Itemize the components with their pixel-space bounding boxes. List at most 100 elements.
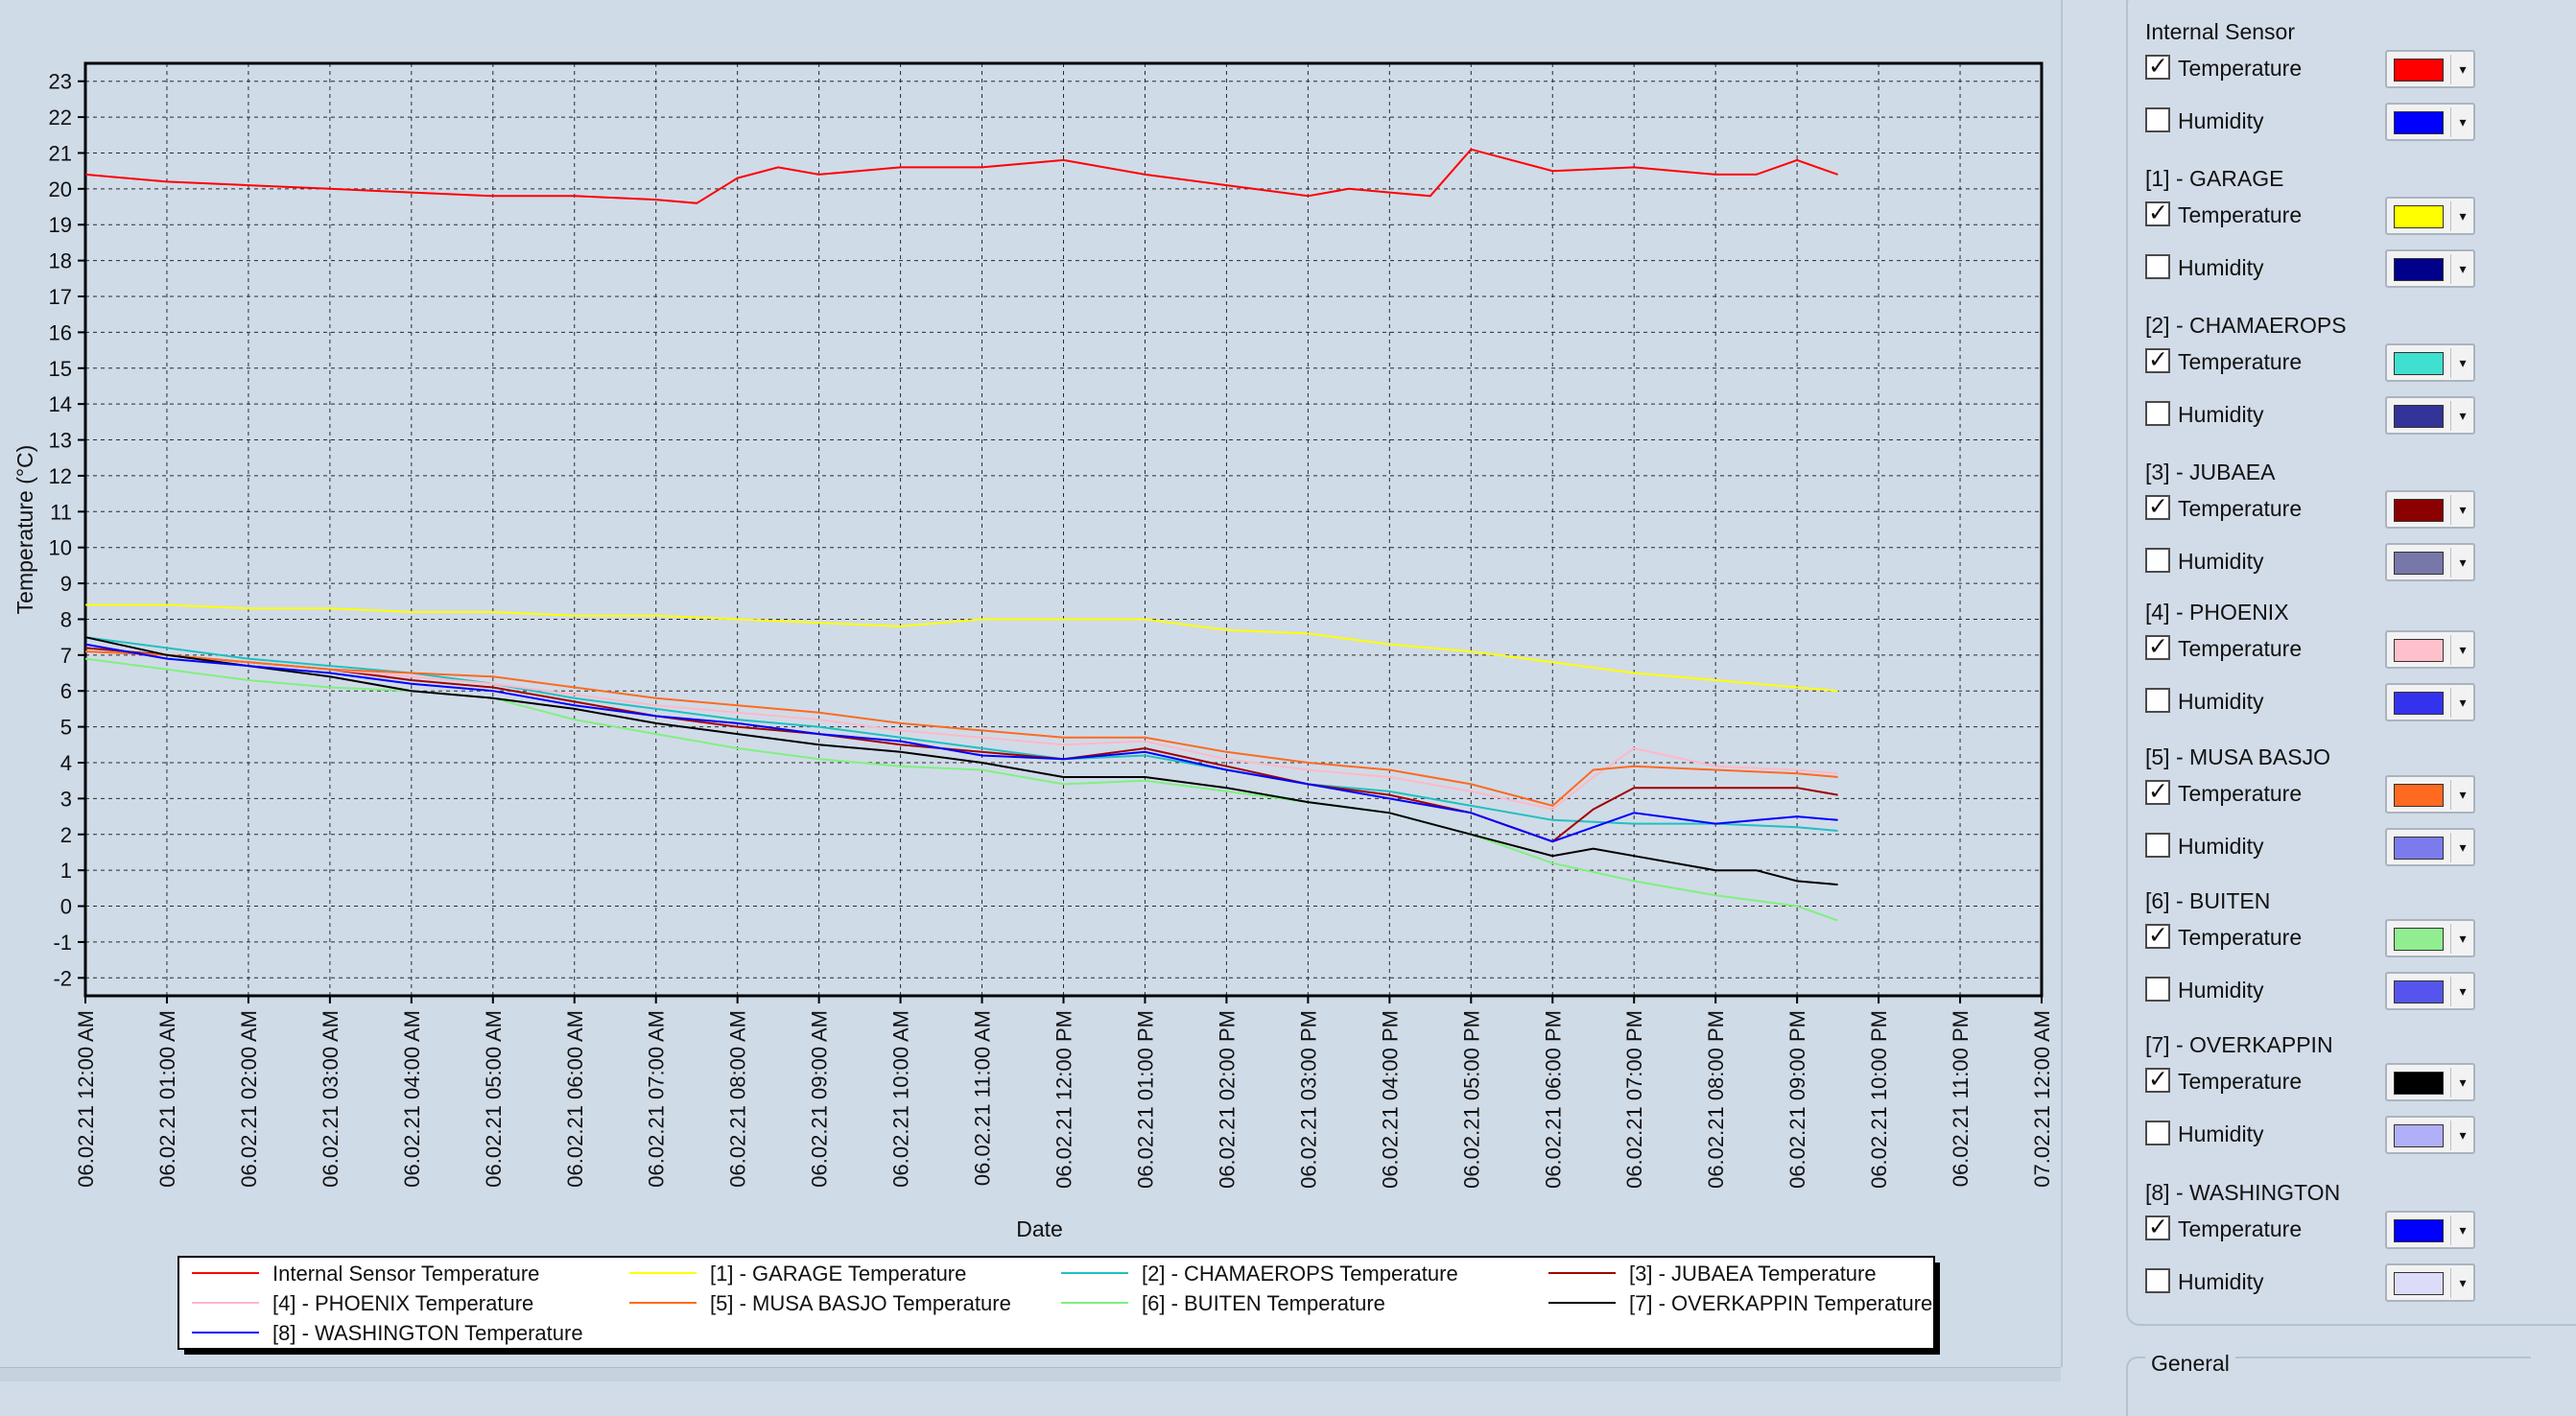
- temperature-label: Temperature: [2178, 636, 2303, 661]
- humidity-checkbox-row[interactable]: Humidity: [2145, 106, 2491, 137]
- temperature-label: Temperature: [2178, 1216, 2303, 1241]
- legend-label: Internal Sensor Temperature: [272, 1262, 539, 1286]
- humidity-color-picker[interactable]: ▾: [2385, 1263, 2475, 1302]
- chevron-down-icon[interactable]: ▾: [2459, 643, 2467, 658]
- temperature-color-picker[interactable]: ▾: [2385, 630, 2475, 669]
- humidity-color-picker[interactable]: ▾: [2385, 683, 2475, 721]
- humidity-color-picker[interactable]: ▾: [2385, 1116, 2475, 1154]
- chevron-down-icon[interactable]: ▾: [2459, 555, 2467, 571]
- humidity-checkbox[interactable]: [2145, 833, 2170, 858]
- chevron-down-icon[interactable]: ▾: [2459, 209, 2467, 224]
- humidity-checkbox[interactable]: [2145, 1121, 2170, 1145]
- dropdown-separator: [2450, 201, 2451, 231]
- chevron-down-icon[interactable]: ▾: [2459, 696, 2467, 711]
- chevron-down-icon[interactable]: ▾: [2459, 62, 2467, 78]
- temperature-checkbox-row[interactable]: ✓ Temperature: [2145, 199, 2491, 231]
- chevron-down-icon[interactable]: ▾: [2459, 1223, 2467, 1239]
- x-tick-label: 06.02.21 09:00 PM: [1785, 1010, 1809, 1189]
- dropdown-separator: [2450, 495, 2451, 525]
- y-tick-label: 5: [60, 716, 72, 740]
- temperature-color-picker[interactable]: ▾: [2385, 1063, 2475, 1101]
- humidity-color-picker[interactable]: ▾: [2385, 543, 2475, 581]
- temperature-checkbox-row[interactable]: ✓ Temperature: [2145, 492, 2491, 525]
- humidity-checkbox-row[interactable]: Humidity: [2145, 253, 2491, 284]
- humidity-checkbox[interactable]: [2145, 1268, 2170, 1293]
- humidity-checkbox-row[interactable]: Humidity: [2145, 1120, 2491, 1150]
- humidity-checkbox-row[interactable]: Humidity: [2145, 976, 2491, 1006]
- y-tick-label: 1: [60, 859, 72, 883]
- chevron-down-icon[interactable]: ▾: [2459, 356, 2467, 371]
- dropdown-separator: [2450, 254, 2451, 284]
- chevron-down-icon[interactable]: ▾: [2459, 1128, 2467, 1144]
- temperature-color-picker[interactable]: ▾: [2385, 197, 2475, 235]
- chevron-down-icon[interactable]: ▾: [2459, 984, 2467, 1000]
- temperature-checkbox-row[interactable]: ✓ Temperature: [2145, 52, 2491, 84]
- temperature-checkbox-row[interactable]: ✓ Temperature: [2145, 632, 2491, 665]
- color-swatch: [2394, 980, 2444, 1003]
- humidity-label: Humidity: [2178, 1121, 2264, 1146]
- chevron-down-icon[interactable]: ▾: [2459, 409, 2467, 424]
- temperature-checkbox[interactable]: ✓: [2145, 492, 2170, 520]
- chevron-down-icon[interactable]: ▾: [2459, 1075, 2467, 1091]
- y-tick-label: 3: [60, 787, 72, 811]
- temperature-checkbox[interactable]: ✓: [2145, 632, 2170, 660]
- chevron-down-icon[interactable]: ▾: [2459, 1276, 2467, 1291]
- chevron-down-icon[interactable]: ▾: [2459, 503, 2467, 518]
- humidity-checkbox[interactable]: [2145, 688, 2170, 713]
- temperature-checkbox[interactable]: ✓: [2145, 345, 2170, 373]
- humidity-checkbox-row[interactable]: Humidity: [2145, 832, 2491, 862]
- humidity-checkbox[interactable]: [2145, 107, 2170, 132]
- temperature-checkbox-row[interactable]: ✓ Temperature: [2145, 1213, 2491, 1245]
- x-tick-label: 06.02.21 12:00 PM: [1052, 1010, 1076, 1189]
- status-strip: [0, 1367, 2061, 1381]
- temperature-color-picker[interactable]: ▾: [2385, 50, 2475, 88]
- sensor-group-title: [1] - GARAGE: [2145, 166, 2284, 191]
- x-tick-label: 06.02.21 02:00 PM: [1215, 1010, 1239, 1189]
- humidity-checkbox-row[interactable]: Humidity: [2145, 1267, 2491, 1298]
- temperature-checkbox[interactable]: ✓: [2145, 1065, 2170, 1093]
- chevron-down-icon[interactable]: ▾: [2459, 788, 2467, 803]
- temperature-color-picker[interactable]: ▾: [2385, 343, 2475, 382]
- temperature-color-picker[interactable]: ▾: [2385, 1211, 2475, 1249]
- temperature-color-picker[interactable]: ▾: [2385, 919, 2475, 957]
- humidity-label: Humidity: [2178, 1269, 2264, 1294]
- sensor-group-title: [8] - WASHINGTON: [2145, 1180, 2341, 1205]
- temperature-checkbox[interactable]: ✓: [2145, 52, 2170, 80]
- chevron-down-icon[interactable]: ▾: [2459, 932, 2467, 947]
- color-swatch: [2394, 499, 2444, 522]
- temperature-label: Temperature: [2178, 56, 2303, 81]
- humidity-checkbox[interactable]: [2145, 254, 2170, 279]
- x-tick-label: 06.02.21 12:00 AM: [74, 1010, 98, 1188]
- humidity-checkbox[interactable]: [2145, 548, 2170, 573]
- humidity-color-picker[interactable]: ▾: [2385, 103, 2475, 141]
- humidity-color-picker[interactable]: ▾: [2385, 249, 2475, 288]
- humidity-checkbox[interactable]: [2145, 401, 2170, 426]
- dropdown-separator: [2450, 977, 2451, 1006]
- temperature-checkbox-row[interactable]: ✓ Temperature: [2145, 921, 2491, 954]
- humidity-checkbox[interactable]: [2145, 977, 2170, 1002]
- temperature-color-picker[interactable]: ▾: [2385, 490, 2475, 529]
- series-line-2: [84, 636, 1838, 832]
- humidity-checkbox-row[interactable]: Humidity: [2145, 400, 2491, 431]
- humidity-color-picker[interactable]: ▾: [2385, 828, 2475, 866]
- temperature-color-picker[interactable]: ▾: [2385, 775, 2475, 814]
- temperature-label: Temperature: [2178, 202, 2303, 227]
- dropdown-separator: [2450, 1268, 2451, 1298]
- temperature-checkbox-row[interactable]: ✓ Temperature: [2145, 1065, 2491, 1097]
- temperature-checkbox-row[interactable]: ✓ Temperature: [2145, 345, 2491, 378]
- temperature-checkbox[interactable]: ✓: [2145, 199, 2170, 226]
- chevron-down-icon[interactable]: ▾: [2459, 840, 2467, 856]
- humidity-checkbox-row[interactable]: Humidity: [2145, 687, 2491, 718]
- humidity-color-picker[interactable]: ▾: [2385, 972, 2475, 1010]
- humidity-checkbox-row[interactable]: Humidity: [2145, 547, 2491, 578]
- dropdown-separator: [2450, 833, 2451, 862]
- temperature-checkbox[interactable]: ✓: [2145, 777, 2170, 805]
- chevron-down-icon[interactable]: ▾: [2459, 262, 2467, 277]
- humidity-color-picker[interactable]: ▾: [2385, 396, 2475, 435]
- temperature-checkbox-row[interactable]: ✓ Temperature: [2145, 777, 2491, 810]
- temperature-checkbox[interactable]: ✓: [2145, 921, 2170, 949]
- y-tick-label: -1: [53, 931, 72, 955]
- sensor-group-title: [7] - OVERKAPPIN: [2145, 1032, 2333, 1057]
- temperature-checkbox[interactable]: ✓: [2145, 1213, 2170, 1240]
- chevron-down-icon[interactable]: ▾: [2459, 115, 2467, 130]
